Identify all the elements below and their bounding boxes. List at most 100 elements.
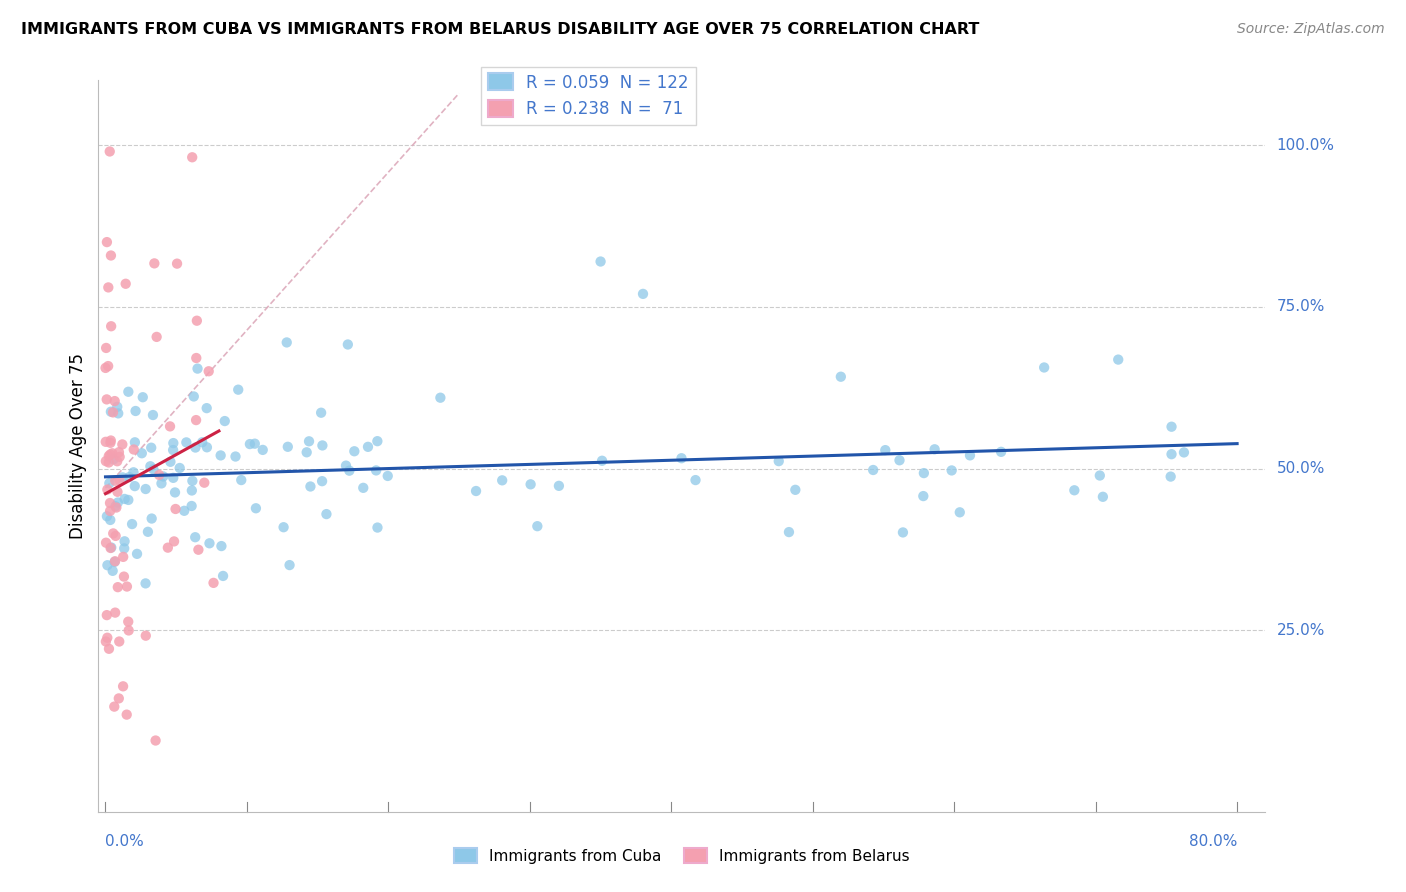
Point [278, 558, 301, 573]
Point [231, 473, 253, 487]
Point [181, 474, 204, 488]
Point [104, 606, 127, 620]
Text: Source: ZipAtlas.com: Source: ZipAtlas.com [1237, 22, 1385, 37]
Point [162, 443, 184, 458]
Point [949, 505, 972, 519]
Point [202, 575, 225, 590]
Point [941, 463, 963, 477]
Point [104, 394, 127, 409]
Point [112, 549, 135, 564]
Point [98, 476, 121, 491]
Point [131, 446, 153, 460]
Point [141, 441, 163, 455]
Point [1063, 483, 1085, 498]
Point [96, 235, 118, 249]
Point [163, 534, 186, 549]
Point [1160, 419, 1182, 434]
Point [337, 464, 360, 478]
Point [309, 406, 332, 420]
Point [519, 477, 541, 491]
Point [273, 520, 295, 534]
Point [166, 257, 188, 271]
Point [548, 479, 571, 493]
Point [100, 434, 122, 448]
Point [239, 437, 262, 451]
Point [125, 547, 148, 561]
Point [115, 580, 138, 594]
Point [101, 405, 124, 419]
Point [180, 483, 202, 498]
Point [108, 450, 131, 464]
Point [142, 462, 165, 476]
Point [148, 467, 170, 482]
Point [875, 443, 897, 458]
Text: 100.0%: 100.0% [1277, 137, 1334, 153]
Point [112, 541, 135, 556]
Point [186, 314, 208, 328]
Point [101, 446, 124, 460]
Text: 0.0%: 0.0% [105, 834, 145, 849]
Point [100, 541, 122, 555]
Point [94, 634, 117, 648]
Point [1088, 468, 1111, 483]
Point [526, 519, 548, 533]
Point [117, 384, 139, 399]
Point [104, 500, 127, 514]
Point [183, 389, 205, 403]
Point [163, 485, 186, 500]
Point [195, 440, 218, 454]
Point [924, 442, 946, 457]
Point [111, 470, 134, 484]
Point [107, 484, 129, 499]
Point [114, 491, 136, 506]
Point [224, 450, 246, 464]
Point [122, 442, 145, 457]
Point [94, 360, 117, 375]
Point [118, 624, 141, 638]
Point [226, 383, 249, 397]
Point [98, 641, 121, 656]
Point [107, 691, 129, 706]
Point [631, 286, 654, 301]
Point [377, 469, 399, 483]
Point [124, 404, 146, 418]
Text: 50.0%: 50.0% [1277, 461, 1324, 476]
Point [104, 474, 127, 488]
Point [152, 469, 174, 483]
Point [108, 473, 131, 487]
Point [114, 534, 136, 549]
Point [491, 473, 513, 487]
Point [100, 319, 122, 334]
Point [108, 634, 131, 648]
Point [311, 474, 333, 488]
Point [889, 453, 911, 467]
Point [198, 536, 221, 550]
Point [103, 526, 125, 541]
Point [195, 401, 218, 416]
Point [139, 459, 162, 474]
Point [114, 277, 136, 291]
Point [96, 509, 118, 524]
Point [193, 475, 215, 490]
Point [136, 524, 159, 539]
Point [96, 558, 118, 573]
Point [100, 541, 122, 555]
Point [465, 483, 488, 498]
Point [105, 500, 128, 515]
Point [336, 337, 359, 351]
Point [214, 414, 236, 428]
Point [159, 419, 181, 434]
Point [990, 445, 1012, 459]
Text: IMMIGRANTS FROM CUBA VS IMMIGRANTS FROM BELARUS DISABILITY AGE OVER 75 CORRELATI: IMMIGRANTS FROM CUBA VS IMMIGRANTS FROM … [21, 22, 980, 37]
Point [156, 541, 179, 555]
Point [912, 489, 935, 503]
Y-axis label: Disability Age Over 75: Disability Age Over 75 [69, 353, 87, 539]
Point [96, 631, 118, 645]
Legend: Immigrants from Cuba, Immigrants from Belarus: Immigrants from Cuba, Immigrants from Be… [447, 842, 917, 870]
Point [685, 473, 707, 487]
Point [176, 435, 198, 450]
Point [1160, 469, 1182, 483]
Point [298, 434, 321, 449]
Point [162, 436, 184, 450]
Point [357, 440, 380, 454]
